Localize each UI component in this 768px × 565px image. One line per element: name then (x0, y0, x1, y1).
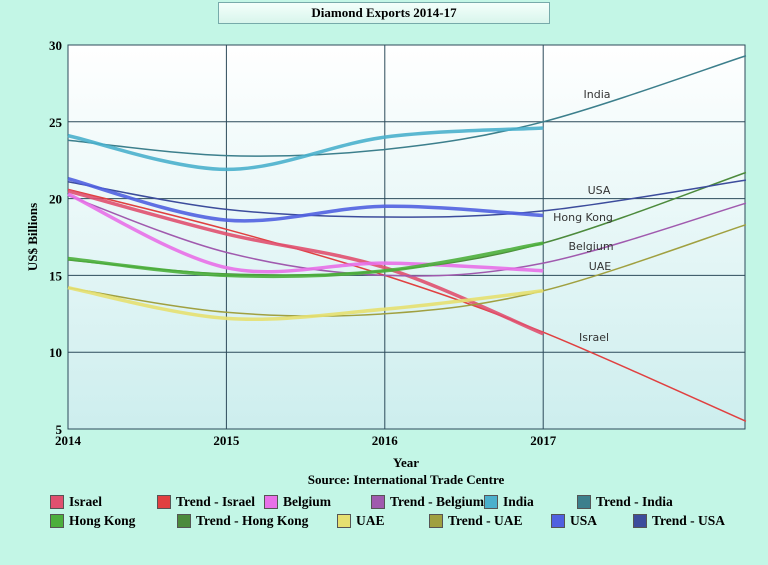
trend-line-india (67, 55, 747, 157)
legend-label: Israel (69, 493, 102, 509)
legend-swatch (177, 513, 191, 528)
series-line-uae (67, 285, 544, 322)
legend-swatch (371, 494, 385, 509)
legend-label: Belgium (283, 493, 332, 509)
source-note: Source: International Trade Centre (308, 472, 505, 487)
trend-line-uae (67, 223, 747, 317)
legend-item[interactable]: Trend - USA (633, 513, 733, 529)
series-line-hong-kong (67, 241, 544, 279)
legend-swatch (551, 513, 565, 528)
legend-swatch (577, 494, 591, 509)
legend-item[interactable]: UAE (337, 513, 429, 529)
legend-swatch (50, 494, 64, 509)
legend-item[interactable]: Trend - India (577, 494, 677, 510)
legend-swatch (157, 494, 171, 509)
x-tick-label: 2017 (530, 433, 557, 448)
trend-line-usa (67, 179, 747, 218)
legend-item[interactable]: Trend - Hong Kong (177, 513, 337, 529)
series-label-israel: Israel (579, 331, 609, 344)
y-tick-label: 20 (49, 192, 62, 207)
y-axis-label: US$ Billions (25, 203, 40, 271)
series-label-uae: UAE (589, 260, 612, 273)
legend-swatch (337, 513, 351, 528)
legend-item[interactable]: Trend - Israel (157, 494, 264, 510)
series-label-usa: USA (588, 184, 611, 197)
x-axis-label: Year (393, 455, 419, 470)
series-line-india (67, 126, 544, 172)
series-label-belgium: Belgium (568, 240, 613, 253)
legend-item[interactable]: Trend - Belgium (371, 494, 484, 510)
legend-swatch (484, 494, 498, 509)
x-tick-label: 2015 (213, 433, 240, 448)
legend-label: India (503, 493, 534, 509)
series-label-india: India (584, 88, 611, 101)
legend-label: Trend - UAE (448, 512, 523, 528)
y-tick-label: 10 (49, 345, 62, 360)
legend-swatch (264, 494, 278, 509)
legend-label: UAE (356, 512, 385, 528)
legend-item[interactable]: Belgium (264, 494, 371, 510)
legend-label: Trend - USA (652, 512, 726, 528)
legend-item[interactable]: Trend - UAE (429, 513, 551, 529)
chart-title: Diamond Exports 2014-17 (218, 2, 550, 24)
legend-item[interactable]: USA (551, 513, 633, 529)
x-tick-label: 2014 (55, 433, 82, 448)
legend-item[interactable]: Israel (50, 494, 157, 510)
legend-swatch (429, 513, 443, 528)
y-tick-label: 30 (49, 38, 62, 53)
series-line-usa (67, 176, 544, 223)
y-tick-label: 15 (49, 268, 63, 283)
legend-label: Hong Kong (69, 512, 136, 528)
series-line-belgium (67, 192, 544, 274)
x-tick-label: 2016 (372, 433, 399, 448)
legend-label: Trend - India (596, 493, 673, 509)
legend: Israel Trend - Israel Belgium Trend - Belgi… (50, 492, 768, 530)
plot-area (67, 44, 746, 430)
legend-label: Trend - Hong Kong (196, 512, 309, 528)
legend-item[interactable]: India (484, 494, 577, 510)
legend-item[interactable]: Hong Kong (50, 513, 177, 529)
legend-label: Trend - Israel (176, 493, 255, 509)
trend-line-belgium (67, 194, 747, 277)
legend-swatch (633, 513, 647, 528)
y-tick-label: 5 (56, 422, 63, 437)
series-label-hong-kong: Hong Kong (553, 211, 613, 224)
legend-swatch (50, 513, 64, 528)
legend-label: Trend - Belgium (390, 493, 485, 509)
legend-label: USA (570, 512, 598, 528)
y-tick-label: 25 (49, 115, 63, 130)
